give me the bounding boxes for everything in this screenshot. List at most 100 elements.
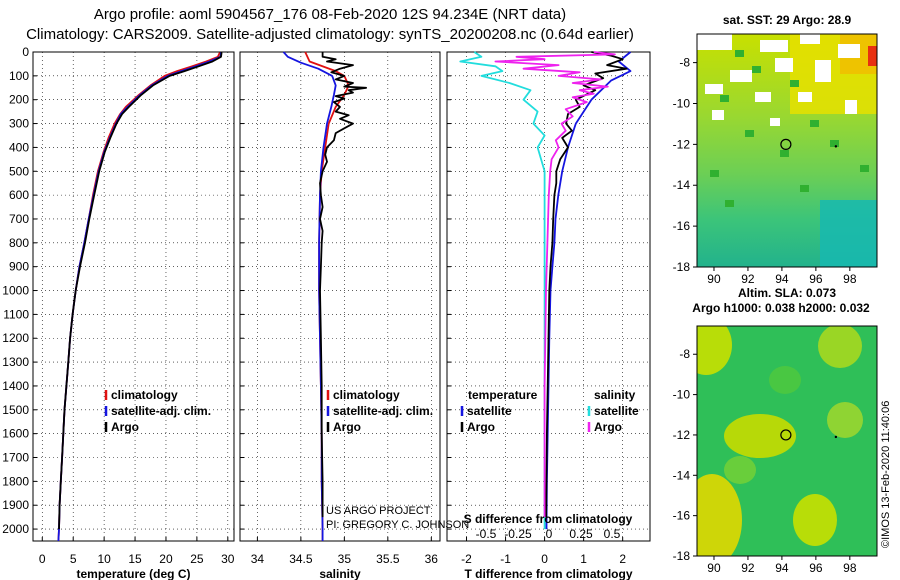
legend-label: climatology: [111, 388, 178, 402]
depth-tick-label: 900: [9, 260, 29, 274]
depth-tick-label: 700: [9, 212, 29, 226]
lon-tick-label: 94: [775, 272, 789, 286]
map-title: sat. SST: 29 Argo: 28.9: [723, 13, 852, 27]
legend-salinity: climatology satellite-adj. clim. Argo: [326, 388, 433, 434]
sla-blob: [724, 414, 796, 458]
cloud-mask-pixel: [697, 34, 732, 50]
map-field: [697, 326, 877, 556]
pi-annotation: PI: GREGORY C. JOHNSON: [326, 519, 469, 531]
lon-tick-label: 92: [741, 272, 755, 286]
lon-tick-label: 90: [707, 272, 721, 286]
x-tick-label: 30: [221, 552, 235, 566]
cloud-mask-pixel: [800, 34, 820, 44]
sst-pixel: [790, 80, 799, 87]
depth-tick-label: 1800: [2, 474, 29, 488]
title-line-1: Argo profile: aoml 5904567_176 08-Feb-20…: [93, 6, 567, 23]
depth-tick-label: 1300: [2, 355, 29, 369]
lat-tick-label: -18: [673, 260, 691, 274]
secondary-x-tick-label: -0.5: [476, 527, 497, 541]
sla-blob: [724, 456, 756, 484]
cloud-mask-pixel: [815, 60, 831, 82]
axes-frame: [239, 51, 441, 542]
x-tick-label: 10: [97, 552, 111, 566]
title-line-2: Climatology: CARS2009. Satellite-adjuste…: [26, 26, 634, 43]
depth-tick-label: 2000: [2, 522, 29, 536]
x-tick-label: 34: [251, 552, 265, 566]
sst-pixel: [830, 140, 839, 147]
cloud-mask-pixel: [775, 58, 793, 72]
secondary-x-tick-label: 0.5: [604, 527, 621, 541]
x-tick-label: 1: [580, 552, 587, 566]
sla_map: 90 92 94 96 98 -8 -10 -12 -14 -16 -18 Altim. SLA: 0…: [673, 286, 878, 575]
lon-tick-label: 98: [843, 561, 857, 575]
lat-tick-label: -12: [673, 137, 691, 151]
difference-panel: -2 -1 0 1 2T difference from climatology: [446, 51, 651, 580]
sst-pixel: [725, 200, 734, 207]
lat-tick-label: -16: [673, 219, 691, 233]
secondary-x-tick-label: 0.25: [569, 527, 593, 541]
x-axis-label: T difference from climatology: [464, 567, 632, 580]
argo-position-marker: [780, 138, 792, 150]
legend-label: Argo: [333, 420, 361, 434]
series-line-climatology: [57, 52, 221, 542]
secondary-x-tick-label: -0.25: [504, 527, 532, 541]
sst-hot-patch: [868, 46, 877, 66]
temperature-panel: 0 5 10 15 20 25 30 temperature (deg C): [32, 51, 235, 580]
map-subtitle: Argo h1000: 0.038 h2000: 0.032: [692, 301, 870, 315]
legend-temperature: climatology satellite-adj. clim. Argo: [104, 388, 211, 434]
lat-tick-label: -10: [673, 96, 691, 110]
lat-tick-label: -10: [673, 388, 691, 402]
sla-blob: [769, 366, 801, 394]
lat-tick-label: -18: [673, 549, 691, 563]
legend-label: climatology: [333, 388, 400, 402]
secondary-x-axis-label: S difference from climatology: [464, 512, 633, 526]
salinity-panel: 34 34.5 35 35.5 36 salinity: [239, 51, 441, 580]
series-line-s-satellite: [459, 51, 546, 530]
lat-tick-label: -8: [679, 56, 690, 70]
depth-tick-label: 600: [9, 188, 29, 202]
sst-pixel: [720, 95, 729, 102]
lon-tick-label: 98: [843, 272, 857, 286]
sst_map: 90 92 94 96 98 -8 -10 -12 -14 -16 -18 sat. SST: 29 …: [673, 13, 878, 286]
x-tick-label: 2: [619, 552, 626, 566]
argo-position-marker: [780, 429, 792, 441]
depth-tick-label: 100: [9, 69, 29, 83]
sst-pixel: [745, 130, 754, 137]
lon-tick-label: 96: [809, 561, 823, 575]
lon-tick-label: 94: [775, 561, 789, 575]
sst-cool-patch: [820, 200, 877, 267]
pi-annotation: US ARGO PROJECT: [326, 505, 431, 517]
series-line-argo: [58, 52, 223, 530]
depth-tick-label: 1500: [2, 403, 29, 417]
legend-label: satellite-adj. clim.: [333, 404, 433, 418]
axes-frame: [32, 51, 235, 542]
lat-tick-label: -14: [673, 178, 691, 192]
cloud-mask-pixel: [755, 92, 771, 102]
float-track-point: [834, 145, 838, 148]
x-tick-label: 25: [190, 552, 204, 566]
sst-pixel: [752, 66, 761, 73]
legend-difference: temperature salinity satellite Argo satellit…: [460, 388, 639, 434]
lon-tick-label: 92: [741, 561, 755, 575]
depth-tick-label: 1400: [2, 379, 29, 393]
x-tick-label: 35.5: [376, 552, 400, 566]
cloud-mask-pixel: [845, 100, 857, 114]
x-tick-label: 36: [425, 552, 439, 566]
sst-pixel: [800, 185, 809, 192]
legend-label: Argo: [467, 420, 495, 434]
legend-label: Argo: [594, 420, 622, 434]
legend-title: salinity: [594, 388, 636, 402]
legend-label: satellite: [467, 404, 512, 418]
x-axis-label: temperature (deg C): [76, 567, 190, 580]
depth-tick-label: 1900: [2, 498, 29, 512]
timestamp-stamp: ©IMOS 13-Feb-2020 11:40:06: [880, 400, 892, 548]
depth-tick-label: 800: [9, 236, 29, 250]
depth-tick-label: 1000: [2, 284, 29, 298]
secondary-x-tick-label: 0: [546, 527, 553, 541]
series-line-argo: [319, 52, 368, 518]
sla-blob: [818, 326, 862, 368]
depth-tick-label: 1600: [2, 427, 29, 441]
sla-blob: [827, 402, 863, 438]
x-tick-label: -2: [461, 552, 472, 566]
